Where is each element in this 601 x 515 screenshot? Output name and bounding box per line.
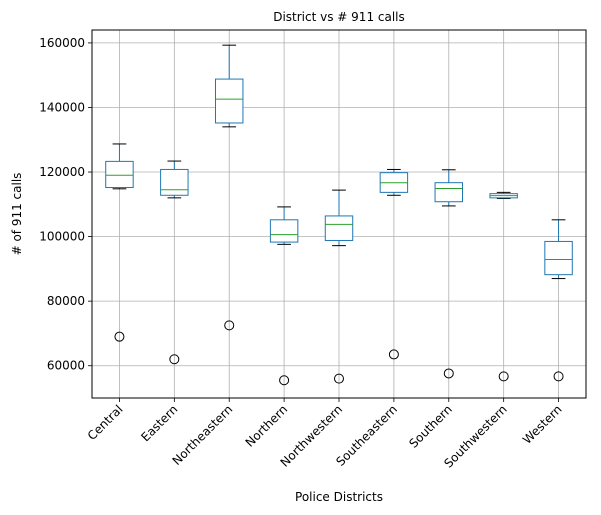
y-axis-ticks: 60000 80000 100000 120000 140000 160000 [39,36,92,373]
box-northern [269,206,299,386]
boxes [105,44,573,386]
outlier-point [498,371,509,382]
box-southwestern [489,191,518,382]
outlier-point [388,349,399,360]
box-western [544,219,573,382]
y-tick-label: 60000 [47,359,85,373]
box-iqr [324,215,354,241]
outlier-point [169,354,180,365]
grid [92,30,586,398]
box-iqr [544,240,573,276]
box-northwestern [324,189,354,384]
x-tick-label: Eastern [138,402,180,444]
box-southeastern [379,168,409,360]
x-tick-label: Northern [243,402,291,450]
outlier-point [224,320,235,331]
box-iqr [105,160,134,189]
outlier-point [334,373,344,384]
outlier-point [553,371,564,382]
y-axis-label: # of 911 calls [10,173,24,256]
outlier-point [279,375,290,386]
box-central [105,143,134,342]
y-tick-label: 100000 [39,230,85,244]
y-tick-label: 140000 [39,100,85,114]
box-northeastern [215,44,244,331]
box-southern [434,169,463,379]
box-iqr [269,219,299,243]
y-tick-label: 160000 [39,36,85,50]
x-tick-label: Central [85,402,126,443]
chart-title: District vs # 911 calls [273,10,405,24]
y-tick-label: 80000 [47,294,85,308]
box-iqr [160,168,189,196]
x-tick-label: Western [520,402,565,447]
outlier-point [114,331,125,342]
x-axis-label: Police Districts [295,490,383,504]
x-tick-label: Southern [406,402,455,451]
box-eastern [160,160,189,365]
outlier-point [443,368,454,379]
y-tick-label: 120000 [39,165,85,179]
box-iqr [215,78,244,124]
box-iqr [434,182,463,203]
